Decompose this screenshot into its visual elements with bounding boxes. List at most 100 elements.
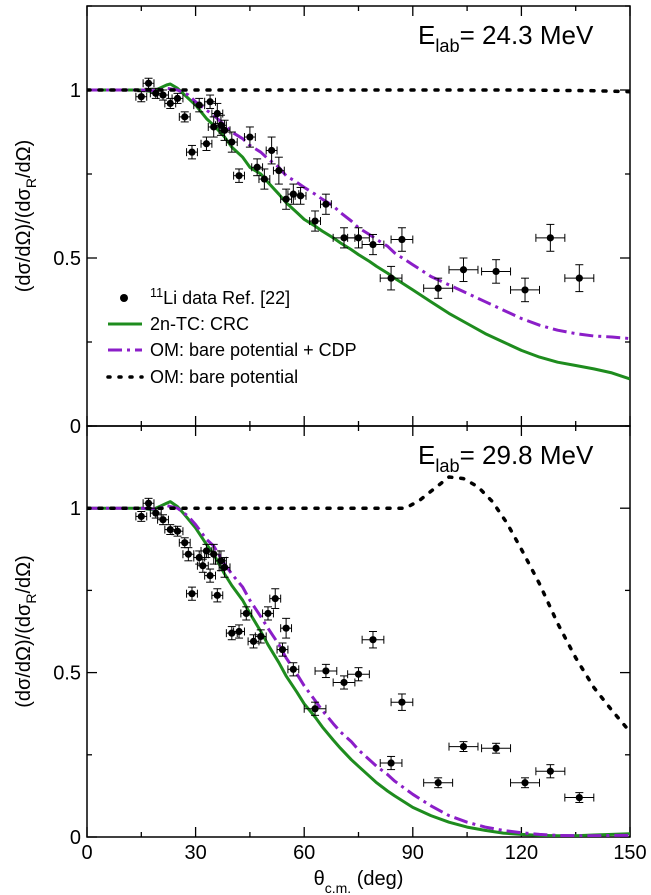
data-point (260, 175, 268, 183)
panel-bottom: 0 0.5 1 0 30 60 90 120 150 (dσ/dΩ)/(dσR/dΩ) Elab= … (13, 425, 647, 895)
data-point (220, 563, 229, 571)
legend-label-crc: 2n-TC: CRC (150, 314, 249, 334)
data-point (387, 274, 395, 282)
data-point (459, 742, 468, 751)
data-point (289, 665, 297, 673)
energy-label: Elab= 24.3 MeV (418, 20, 594, 56)
y-axis-title: (dσ/dΩ)/(dσR/dΩ) (13, 555, 39, 708)
data-point (152, 89, 160, 97)
data-point (188, 148, 196, 156)
y-tick-label: 0 (70, 416, 81, 438)
data-point (459, 266, 468, 274)
curves-bottom (87, 475, 630, 837)
x-axis-title: θc.m. (deg) (314, 868, 404, 895)
plot-frame-top (86, 5, 631, 427)
data-point (575, 793, 583, 802)
data-point (144, 499, 153, 507)
data-point (257, 632, 265, 641)
data-point (268, 146, 276, 155)
data-point (213, 591, 221, 599)
y-tick-label: 0.5 (53, 248, 81, 270)
data-point (202, 140, 211, 148)
energy-label: Elab= 29.8 MeV (418, 440, 594, 476)
data-point (210, 550, 218, 558)
x-tick-label: 150 (613, 842, 646, 864)
legend: 11Li data Ref. [22] 2n-TC: CRC OM: bare po… (106, 286, 357, 387)
series-line-cdp (87, 504, 630, 837)
data-point (289, 190, 297, 198)
data-point (199, 562, 207, 570)
data-point (521, 779, 529, 787)
data-point (278, 645, 287, 654)
data-point (311, 705, 319, 713)
data-point (159, 91, 167, 99)
data-point (311, 217, 319, 225)
x-tick-label: 30 (184, 842, 206, 864)
data-point (249, 637, 258, 645)
data-point (492, 744, 500, 752)
data-point (246, 133, 254, 141)
data-point (184, 550, 192, 558)
y-axis-title: (dσ/dΩ)/(dσR/dΩ) (13, 140, 39, 293)
x-tick-label: 120 (505, 842, 538, 864)
data-point (434, 284, 442, 292)
data-point (340, 678, 348, 687)
x-tick-label: 0 (81, 842, 92, 864)
data-point (296, 192, 305, 200)
data-point (369, 636, 377, 644)
data-point (387, 759, 395, 767)
data-points-top (135, 77, 595, 303)
legend-label-cdp: OM: bare potential + CDP (150, 340, 357, 360)
data-point (166, 99, 174, 108)
data-point (228, 629, 236, 637)
legend-label-data: 11Li data Ref. [22] (150, 286, 290, 308)
data-point (144, 79, 153, 87)
series-line-bare (87, 475, 630, 734)
data-points-bottom (135, 497, 595, 803)
data-point (354, 670, 363, 678)
data-point (213, 109, 221, 118)
data-point (195, 553, 203, 562)
y-tick-label: 1 (70, 80, 81, 102)
data-point (253, 163, 261, 171)
y-tick-label: 0 (70, 827, 81, 849)
data-point (398, 235, 406, 244)
data-point (137, 93, 145, 101)
data-point (188, 590, 196, 598)
data-point (152, 509, 160, 517)
data-point (398, 698, 406, 706)
panel-top: 0 0.5 1 (dσ/dΩ)/(dσR/dΩ) Elab= 24.3 MeV (13, 5, 631, 438)
data-point (173, 94, 182, 102)
data-point (575, 274, 583, 282)
data-point (271, 595, 279, 603)
y-tick-label: 0.5 (53, 663, 81, 685)
data-point (242, 609, 250, 618)
data-point (195, 101, 203, 109)
data-point (235, 172, 243, 180)
data-point (166, 525, 174, 534)
y-tick-label: 1 (70, 498, 81, 520)
data-point (322, 667, 330, 675)
data-point (159, 516, 167, 524)
data-point (137, 512, 145, 521)
data-point (181, 113, 189, 121)
data-point (264, 609, 272, 618)
data-point (369, 240, 377, 249)
data-point (206, 98, 214, 106)
data-point (521, 286, 529, 294)
data-point (340, 234, 348, 242)
data-point (322, 200, 330, 208)
data-point (282, 624, 290, 632)
data-point (228, 138, 236, 146)
data-point (275, 167, 283, 175)
data-point (220, 126, 229, 134)
data-point (210, 123, 218, 131)
data-point (546, 767, 554, 775)
data-point (282, 195, 290, 203)
data-point (202, 547, 211, 555)
data-point (206, 572, 214, 580)
plot-frame-bottom (86, 425, 631, 838)
data-point (434, 779, 442, 787)
data-point (181, 539, 189, 547)
